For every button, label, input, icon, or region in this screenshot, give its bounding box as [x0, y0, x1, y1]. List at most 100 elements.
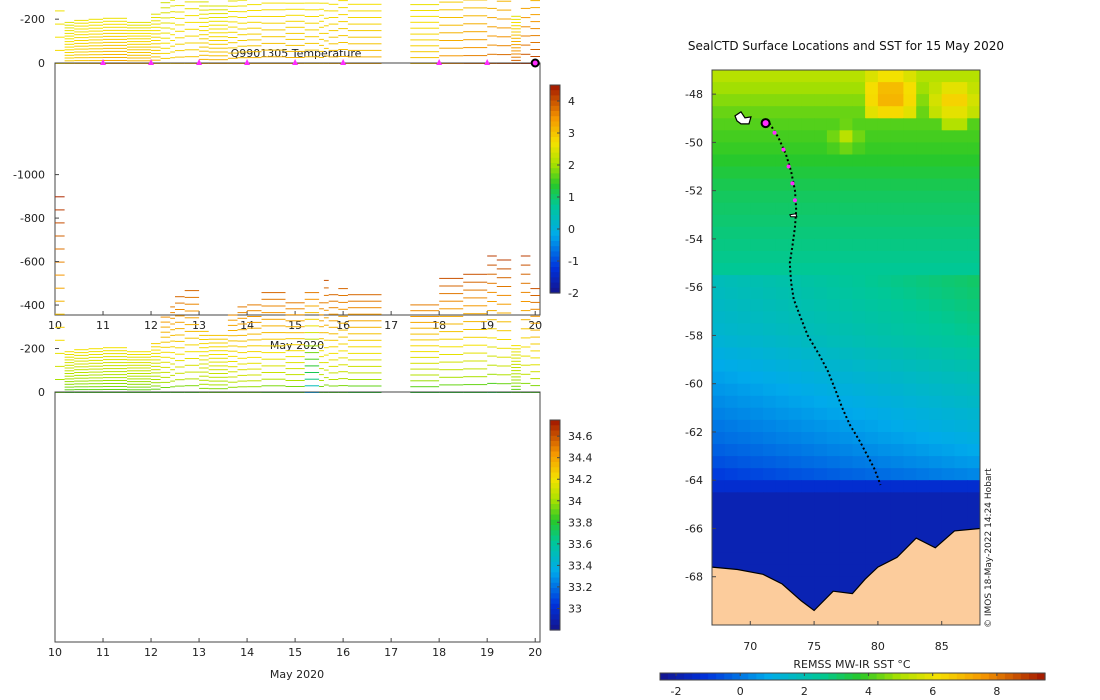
profile-cell [170, 329, 175, 331]
profile-cell [304, 332, 320, 334]
sst-cell [916, 118, 930, 131]
colorbar-frame [549, 419, 561, 631]
profile-cell [304, 36, 320, 38]
sst-cell [826, 287, 841, 300]
sst-cell [775, 118, 790, 131]
x-tick-label: 19 [480, 319, 494, 332]
sst-cell [903, 118, 917, 131]
profile-cell [319, 362, 324, 364]
sst-cell [865, 226, 879, 240]
sst-cell [814, 371, 828, 385]
sst-cell [890, 251, 905, 264]
sst-cell [788, 576, 802, 590]
y-tick-label: -400 [20, 299, 45, 312]
sst-cell [916, 275, 930, 288]
sst-cell [750, 504, 764, 517]
sst-cell [954, 371, 968, 385]
sst-cell [788, 275, 802, 288]
sst-cell [967, 323, 980, 337]
x-tick-label: 15 [288, 646, 302, 659]
profile-cell [227, 57, 238, 59]
profile-cell [55, 209, 65, 211]
profile-cell [347, 307, 382, 309]
sst-cell [724, 444, 739, 457]
sst-cell [750, 178, 764, 192]
profile-cell [496, 374, 512, 376]
profile-cell [261, 36, 286, 38]
sst-cell [852, 118, 866, 131]
sst-cell [903, 371, 917, 385]
colorbar-swatch [550, 556, 560, 563]
profile-cell [511, 367, 521, 368]
y-tick-label: 0 [38, 386, 45, 399]
sst-cell [941, 468, 956, 481]
sst-cell [737, 419, 751, 433]
profile-cell [151, 359, 161, 361]
profile-cell [328, 307, 339, 309]
profile-cell [520, 346, 531, 348]
sst-cell [724, 94, 739, 107]
sst-cell [877, 347, 892, 361]
profile-cell [261, 298, 286, 300]
sst-cell [954, 492, 968, 505]
sst-cell [737, 275, 751, 288]
sst-cell [916, 166, 930, 180]
sst-cell [929, 311, 943, 324]
profile-cell [88, 374, 103, 376]
profile-cell [227, 16, 238, 18]
sst-cell [865, 540, 879, 554]
sst-cell [954, 299, 968, 312]
sst-cell [916, 202, 930, 216]
sst-cell [763, 492, 777, 505]
profile-cell [463, 344, 488, 346]
sst-cell [814, 468, 828, 481]
profile-cell [520, 26, 531, 28]
profile-cell [328, 359, 339, 361]
profile-cell [487, 373, 497, 375]
x-tick-label: 13 [192, 319, 206, 332]
profile-cell [347, 49, 382, 51]
colorbar-tick-label: 4 [568, 95, 575, 108]
sst-cell [737, 528, 751, 542]
profile-cell [175, 328, 185, 330]
sst-cell [712, 238, 726, 252]
sst-cell [941, 238, 956, 252]
colorbar-swatch [550, 441, 560, 447]
sst-colorbar-swatch [916, 673, 926, 680]
profile-cell [410, 333, 440, 335]
profile-cell [338, 35, 348, 37]
sst-cell [903, 311, 917, 324]
sst-cell [941, 492, 956, 505]
profile-cell [496, 330, 512, 332]
profile-cell [247, 368, 262, 370]
sst-cell [826, 275, 841, 288]
sst-cell [903, 287, 917, 300]
profile-cell [103, 32, 127, 34]
profile-cell [175, 347, 185, 349]
sst-cell [903, 383, 917, 397]
profile-cell [328, 333, 339, 335]
profile-cell [530, 308, 540, 310]
map-y-tick-label: -68 [685, 571, 703, 584]
colorbar-swatch [550, 588, 560, 594]
profile-cell [463, 384, 488, 386]
profile-cell [285, 332, 305, 334]
sst-cell [916, 395, 930, 409]
profile-cell [487, 319, 497, 321]
sst-map-panel: SealCTD Surface Locations and SST for 15… [659, 39, 1046, 698]
colorbar-tick-label: 33.2 [568, 581, 593, 594]
sst-cell [724, 528, 739, 542]
sst-cell [801, 407, 815, 421]
profile-cell [439, 1, 464, 3]
y-tick-label: 0 [38, 57, 45, 70]
profile-cell [160, 316, 171, 318]
sst-cell [712, 528, 726, 542]
profile-cell [511, 363, 521, 365]
profile-cell [319, 2, 324, 4]
sst-cell [967, 275, 980, 288]
profile-cell [304, 312, 320, 314]
profile-cell [338, 21, 348, 23]
sst-cell [903, 528, 917, 542]
colorbar-swatch [550, 95, 560, 102]
